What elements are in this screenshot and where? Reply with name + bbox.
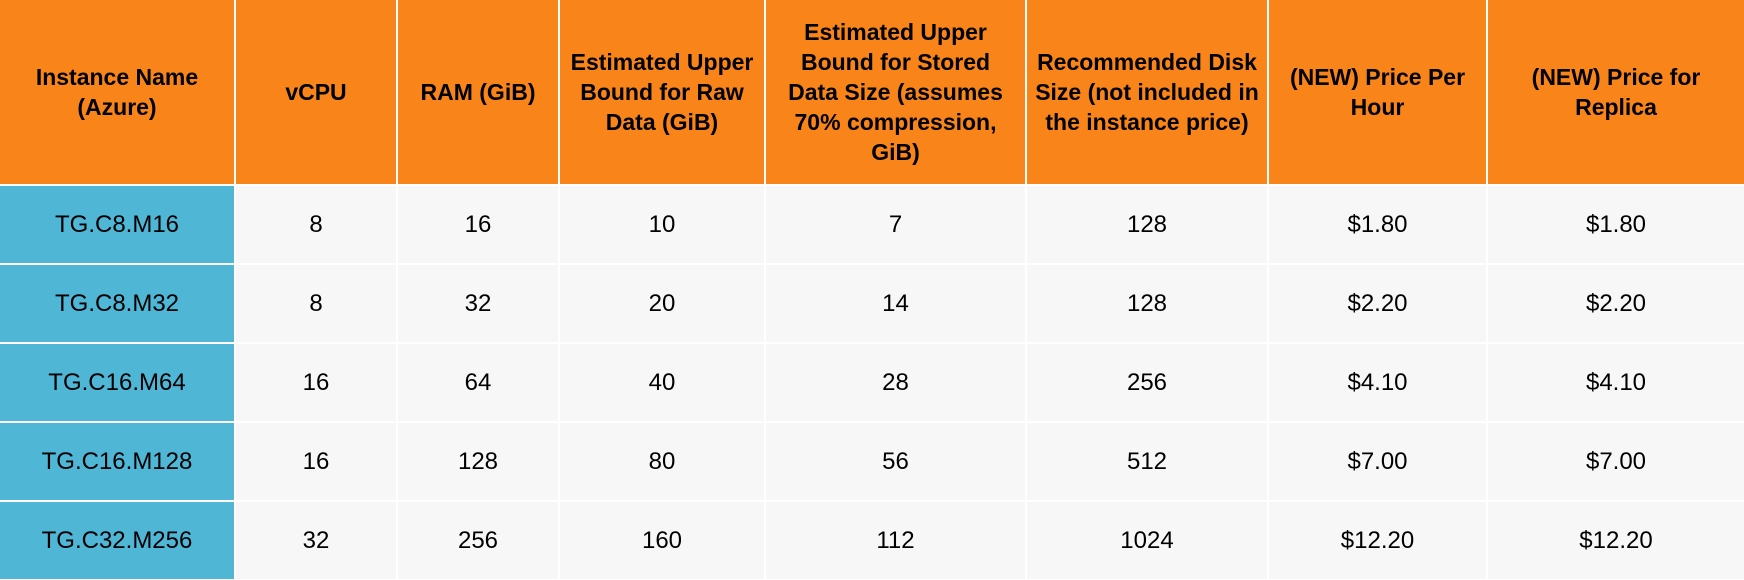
stored-data-cell: 14 <box>764 264 1027 344</box>
price-replica-cell: $4.10 <box>1486 343 1744 423</box>
table-row: TG.C32.M256 32 256 160 112 1024 $12.20 $… <box>0 501 1744 580</box>
stored-data-cell: 56 <box>764 422 1027 502</box>
raw-data-cell: 10 <box>558 185 766 265</box>
price-per-hour-cell: $12.20 <box>1267 501 1488 580</box>
table-row: TG.C16.M128 16 128 80 56 512 $7.00 $7.00 <box>0 422 1744 502</box>
price-per-hour-cell: $2.20 <box>1267 264 1488 344</box>
ram-cell: 16 <box>396 185 560 265</box>
header-row: Instance Name (Azure) vCPU RAM (GiB) Est… <box>0 0 1744 186</box>
price-replica-cell: $7.00 <box>1486 422 1744 502</box>
vcpu-cell: 8 <box>234 185 398 265</box>
disk-size-cell: 512 <box>1025 422 1269 502</box>
header-ram: RAM (GiB) <box>396 0 560 186</box>
raw-data-cell: 160 <box>558 501 766 580</box>
vcpu-cell: 8 <box>234 264 398 344</box>
instance-name-cell: TG.C16.M64 <box>0 343 236 423</box>
header-price-replica: (NEW) Price for Replica <box>1486 0 1744 186</box>
price-per-hour-cell: $1.80 <box>1267 185 1488 265</box>
table-row: TG.C8.M32 8 32 20 14 128 $2.20 $2.20 <box>0 264 1744 344</box>
raw-data-cell: 20 <box>558 264 766 344</box>
stored-data-cell: 112 <box>764 501 1027 580</box>
ram-cell: 32 <box>396 264 560 344</box>
table-row: TG.C16.M64 16 64 40 28 256 $4.10 $4.10 <box>0 343 1744 423</box>
disk-size-cell: 128 <box>1025 264 1269 344</box>
vcpu-cell: 32 <box>234 501 398 580</box>
header-raw-data: Estimated Upper Bound for Raw Data (GiB) <box>558 0 766 186</box>
disk-size-cell: 256 <box>1025 343 1269 423</box>
ram-cell: 256 <box>396 501 560 580</box>
vcpu-cell: 16 <box>234 422 398 502</box>
instance-name-cell: TG.C16.M128 <box>0 422 236 502</box>
price-replica-cell: $12.20 <box>1486 501 1744 580</box>
table-row: TG.C8.M16 8 16 10 7 128 $1.80 $1.80 <box>0 185 1744 265</box>
instance-name-cell: TG.C8.M16 <box>0 185 236 265</box>
header-vcpu: vCPU <box>234 0 398 186</box>
header-instance-name: Instance Name (Azure) <box>0 0 236 186</box>
price-replica-cell: $1.80 <box>1486 185 1744 265</box>
raw-data-cell: 80 <box>558 422 766 502</box>
header-disk-size: Recommended Disk Size (not included in t… <box>1025 0 1269 186</box>
raw-data-cell: 40 <box>558 343 766 423</box>
disk-size-cell: 128 <box>1025 185 1269 265</box>
price-per-hour-cell: $4.10 <box>1267 343 1488 423</box>
instance-name-cell: TG.C32.M256 <box>0 501 236 580</box>
stored-data-cell: 7 <box>764 185 1027 265</box>
stored-data-cell: 28 <box>764 343 1027 423</box>
header-price-per-hour: (NEW) Price Per Hour <box>1267 0 1488 186</box>
disk-size-cell: 1024 <box>1025 501 1269 580</box>
ram-cell: 128 <box>396 422 560 502</box>
instance-name-cell: TG.C8.M32 <box>0 264 236 344</box>
price-per-hour-cell: $7.00 <box>1267 422 1488 502</box>
price-replica-cell: $2.20 <box>1486 264 1744 344</box>
ram-cell: 64 <box>396 343 560 423</box>
header-stored-data: Estimated Upper Bound for Stored Data Si… <box>764 0 1027 186</box>
vcpu-cell: 16 <box>234 343 398 423</box>
